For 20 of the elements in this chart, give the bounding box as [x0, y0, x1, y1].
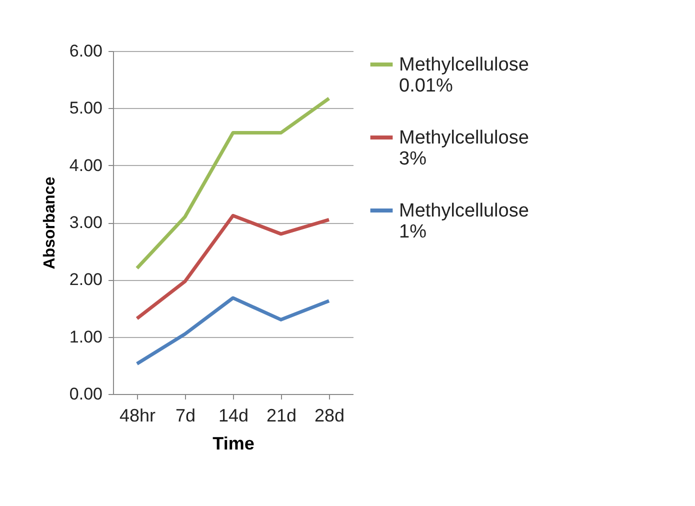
x-tick-label: 14d [218, 406, 249, 426]
y-tick-label: 4.00 [69, 156, 102, 175]
y-tick-label: 1.00 [69, 327, 102, 346]
x-tick-label: 48hr [119, 406, 156, 426]
x-axis-title: Time [212, 434, 254, 454]
line-series [135, 296, 331, 366]
line-series [135, 214, 331, 320]
y-tick-label: 6.00 [69, 42, 102, 60]
line-series [135, 96, 331, 270]
y-axis-title: Absorbance [41, 176, 58, 270]
x-tick-label: 7d [175, 406, 196, 426]
y-tick-label: 2.00 [69, 270, 102, 290]
x-tick-label: 28d [314, 406, 345, 426]
y-tick-label: 3.00 [69, 213, 102, 232]
x-tick-label: 21d [266, 406, 297, 426]
legend-label: Methylcellulose 0.01% [399, 54, 529, 96]
y-tick-label: 5.00 [69, 98, 102, 118]
y-tick-label: 0.00 [69, 384, 102, 404]
legend-label: Methylcellulose 1% [399, 200, 529, 242]
legend-label: Methylcellulose 3% [399, 128, 529, 170]
